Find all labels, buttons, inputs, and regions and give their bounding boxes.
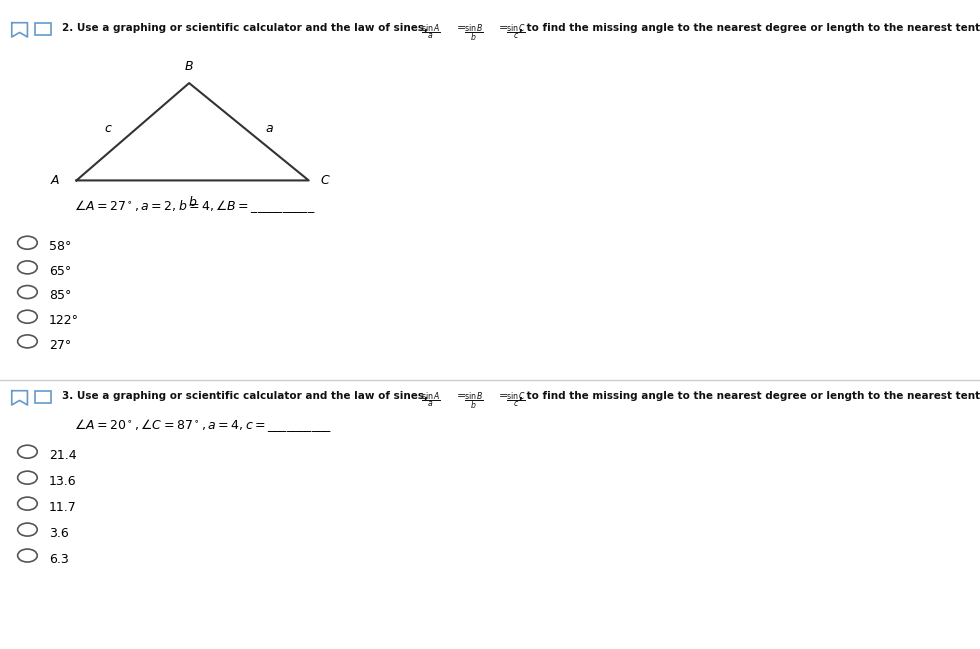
- Bar: [35, 391, 51, 403]
- Text: , to find the missing angle to the nearest degree or length to the nearest tenth: , to find the missing angle to the neare…: [519, 23, 980, 32]
- Text: , to find the missing angle to the nearest degree or length to the nearest tenth: , to find the missing angle to the neare…: [519, 391, 980, 400]
- Text: $\frac{\sin A}{a}$: $\frac{\sin A}{a}$: [421, 23, 441, 43]
- Text: $\frac{\sin B}{b}$: $\frac{\sin B}{b}$: [464, 391, 483, 412]
- Text: 122°: 122°: [49, 314, 79, 327]
- Text: 21.4: 21.4: [49, 449, 76, 462]
- Text: $a$: $a$: [265, 122, 273, 135]
- Text: 27°: 27°: [49, 339, 72, 352]
- Text: $\angle A = 27^\circ, a = 2, b = 4, \angle B = $__________: $\angle A = 27^\circ, a = 2, b = 4, \ang…: [74, 198, 315, 215]
- Text: 6.3: 6.3: [49, 553, 69, 566]
- Text: 3.6: 3.6: [49, 527, 69, 540]
- Text: $\frac{\sin C}{c}$: $\frac{\sin C}{c}$: [506, 391, 525, 411]
- Text: $B$: $B$: [184, 60, 194, 73]
- Text: 65°: 65°: [49, 265, 72, 278]
- Text: $A$: $A$: [50, 174, 61, 187]
- Text: $b$: $b$: [188, 195, 197, 209]
- Text: 85°: 85°: [49, 289, 72, 302]
- Text: 58°: 58°: [49, 240, 72, 253]
- Text: $\frac{\sin C}{c}$: $\frac{\sin C}{c}$: [506, 23, 525, 43]
- Text: 11.7: 11.7: [49, 501, 76, 514]
- Text: $\angle A = 20^\circ, \angle C = 87^\circ, a = 4, c = $__________: $\angle A = 20^\circ, \angle C = 87^\cir…: [74, 417, 331, 434]
- Text: $\frac{\sin B}{b}$: $\frac{\sin B}{b}$: [464, 23, 483, 44]
- Text: $C$: $C$: [320, 174, 331, 187]
- Text: $=$: $=$: [496, 21, 509, 31]
- Text: $=$: $=$: [454, 389, 466, 399]
- Text: $\frac{\sin A}{a}$: $\frac{\sin A}{a}$: [421, 391, 441, 411]
- Text: $=$: $=$: [496, 389, 509, 399]
- Text: 3. Use a graphing or scientific calculator and the law of sines,: 3. Use a graphing or scientific calculat…: [62, 391, 427, 400]
- Text: 13.6: 13.6: [49, 475, 76, 488]
- Text: $c$: $c$: [105, 122, 113, 135]
- Text: $=$: $=$: [454, 21, 466, 31]
- Bar: [35, 23, 51, 35]
- Text: 2. Use a graphing or scientific calculator and the law of sines,: 2. Use a graphing or scientific calculat…: [62, 23, 427, 32]
